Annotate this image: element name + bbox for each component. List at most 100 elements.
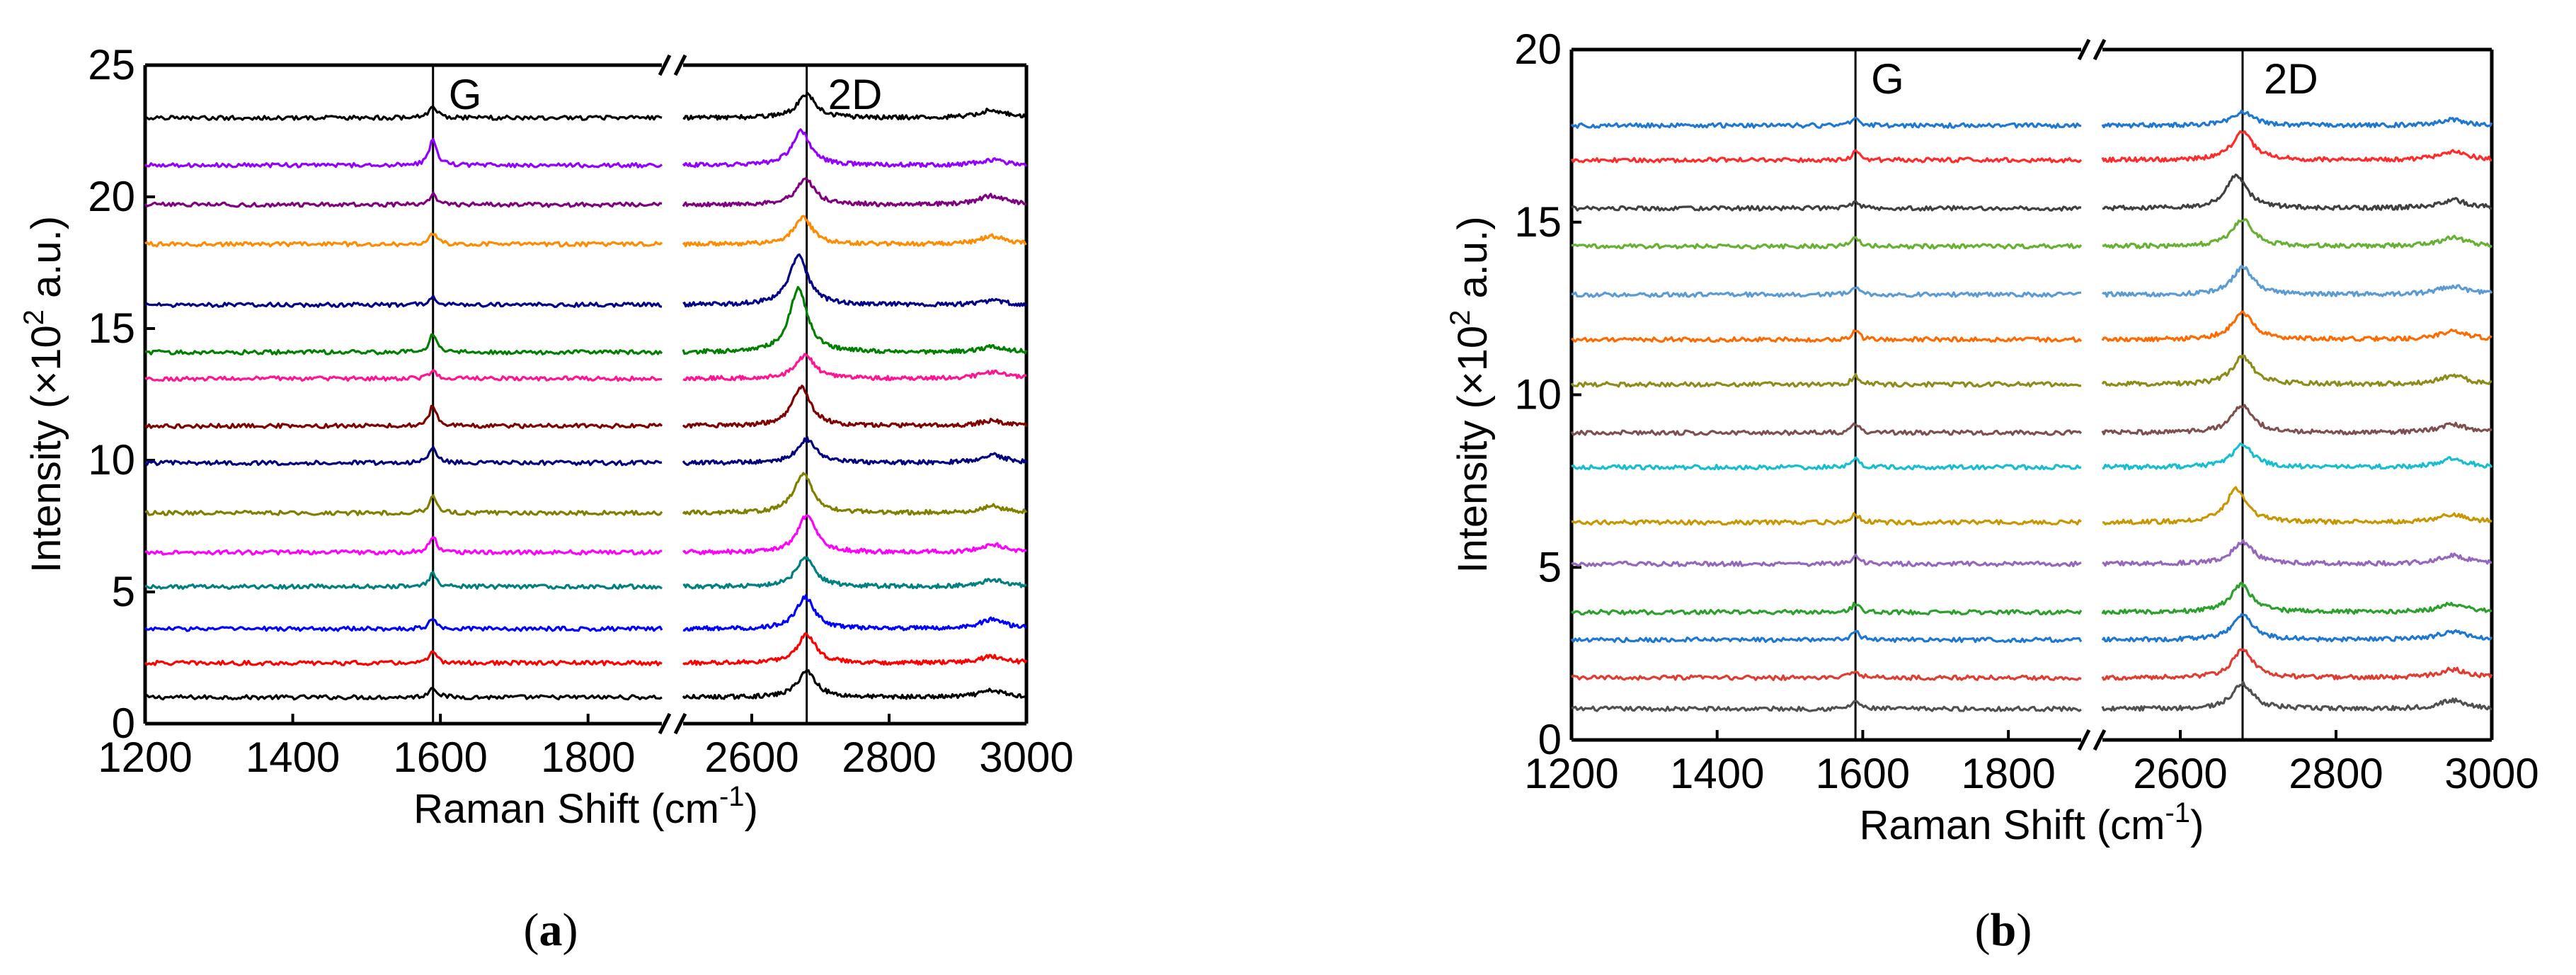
x-tick-label: 1400: [1670, 750, 1764, 797]
x-axis-title-sup: -1: [2165, 797, 2190, 828]
x-axis-title-main: Raman Shift (cm: [1860, 802, 2165, 848]
y-tick-label: 15: [1514, 198, 1562, 246]
axis-break-mark: [673, 54, 687, 76]
series-line-spectrum-1-seg1: [144, 687, 663, 701]
caption-open: (: [1975, 904, 1991, 956]
series-line-spectrum-13-seg1: [1571, 200, 2082, 212]
y-axis-title: Intensity (×102 a.u.): [1445, 216, 1496, 573]
panel-caption: (b): [1975, 904, 2032, 956]
x-axis-title-sup: -1: [719, 781, 745, 812]
series-line-spectrum-1-seg2: [682, 669, 1027, 700]
x-tick-label: 2600: [704, 734, 798, 781]
series-line-spectrum-2-seg1: [1571, 670, 2082, 681]
series-line-spectrum-5-seg1: [144, 536, 663, 556]
axis-break-mark: [2077, 38, 2091, 61]
axis-break-mark: [2093, 729, 2107, 751]
panel-a-chart: 0 5 10 15 20 25 1200 1400 1600 1800 2600 2800 3000 G 2…: [18, 41, 1074, 956]
series-line-spectrum-3-seg1: [144, 618, 663, 632]
x-tick-label: 1600: [1816, 750, 1910, 797]
y-axis-title-sup: 2: [1445, 310, 1476, 326]
x-tick-label: 1600: [393, 734, 487, 781]
series-line-spectrum-10-seg2: [682, 285, 1028, 355]
y-axis-title-main: Intensity (×10: [23, 325, 69, 573]
series-line-spectrum-12-seg2: [682, 215, 1027, 248]
caption-open: (: [524, 904, 539, 956]
series-line-spectrum-5-seg2: [682, 514, 1027, 556]
panel-b-chart: 0 5 10 15 20 1200 1400 1600 1800 2600 2800 3000 G 2D R…: [1445, 25, 2539, 956]
series-line-spectrum-13-seg2: [682, 177, 1027, 207]
series-line-spectrum-12-seg1: [144, 232, 663, 248]
series-line-spectrum-9-seg1: [144, 369, 663, 382]
peak-label-2d: 2D: [828, 71, 883, 118]
caption-letter: a: [539, 904, 563, 956]
series-line-spectrum-14-seg2: [682, 128, 1028, 169]
series-line-spectrum-10-seg1: [144, 333, 663, 355]
x-tick-label: 1400: [246, 734, 340, 781]
y-tick-label: 0: [112, 700, 135, 747]
series-line-spectrum-3-seg2: [682, 593, 1028, 632]
x-tick-label: 1200: [98, 734, 192, 781]
y-tick-label: 20: [88, 173, 135, 220]
axis-break-mark: [2077, 729, 2091, 751]
series-line-spectrum-2-seg1: [144, 650, 663, 666]
x-tick-label: 3000: [979, 734, 1073, 781]
series-line-spectrum-15-seg1: [144, 106, 663, 121]
y-tick-label: 10: [1514, 371, 1562, 418]
series-line-spectrum-10-seg1: [1571, 329, 2083, 343]
series-line-spectrum-11-seg2: [682, 253, 1028, 308]
y-tick-label: 5: [1538, 543, 1562, 591]
x-axis-title-close: ): [745, 786, 758, 832]
series-line-spectrum-8-seg2: [682, 384, 1028, 429]
series-line-spectrum-7-seg1: [1571, 456, 2082, 471]
series-line-spectrum-15-seg1: [1570, 116, 2082, 129]
caption-letter: b: [1991, 904, 2017, 956]
series-line-spectrum-11-seg1: [144, 295, 663, 308]
peak-label-g: G: [449, 71, 482, 118]
series-line-spectrum-13-seg1: [144, 191, 663, 208]
axis-break-mark: [673, 712, 687, 735]
series-line-spectrum-7-seg2: [682, 435, 1028, 467]
peak-label-2d: 2D: [2264, 55, 2318, 103]
y-axis-title-main: Intensity (×10: [1450, 326, 1496, 574]
y-tick-label: 15: [88, 304, 135, 352]
series-line-spectrum-4-seg1: [1570, 601, 2083, 616]
series-line-spectrum-7-seg1: [144, 445, 663, 467]
y-axis-title-sup: 2: [18, 309, 50, 325]
series-line-spectrum-6-seg1: [1571, 512, 2082, 526]
y-axis-title-close: a.u.): [1450, 216, 1496, 309]
series-line-spectrum-4-seg2: [682, 556, 1027, 590]
series-line-spectrum-12-seg2: [2102, 218, 2493, 249]
y-tick-label: 5: [112, 568, 135, 615]
series-line-spectrum-6-seg1: [144, 494, 663, 516]
x-axis-title-close: ): [2190, 802, 2204, 848]
series-line-spectrum-3-seg1: [1570, 629, 2083, 644]
series-line-spectrum-15-seg2: [2101, 109, 2493, 129]
x-tick-label: 2600: [2133, 750, 2227, 797]
series-line-spectrum-6-seg2: [682, 472, 1028, 516]
axis-break-mark: [658, 712, 672, 735]
series-line-spectrum-8-seg1: [144, 404, 663, 430]
series-line-spectrum-5-seg1: [1571, 553, 2082, 568]
y-tick-label: 0: [1538, 716, 1562, 763]
series-line-spectrum-14-seg1: [1570, 149, 2083, 164]
panel-caption: (a): [524, 904, 578, 956]
series-line-spectrum-14-seg1: [144, 138, 663, 169]
y-tick-label: 10: [88, 436, 135, 484]
series-line-spectrum-1-seg2: [2101, 680, 2492, 712]
x-tick-label: 1200: [1524, 750, 1618, 797]
y-axis-title-close: a.u.): [23, 216, 69, 309]
series-line-spectrum-2-seg2: [2101, 648, 2493, 681]
series-line-spectrum-11-seg1: [1571, 286, 2082, 298]
series-line-spectrum-15-seg2: [682, 91, 1028, 121]
series-line-spectrum-1-seg1: [1571, 700, 2082, 712]
series-line-spectrum-12-seg1: [1571, 236, 2083, 250]
axis-break-mark: [2093, 38, 2107, 61]
x-axis-title-main: Raman Shift (cm: [413, 786, 719, 832]
series-line-spectrum-9-seg2: [2101, 354, 2492, 387]
series-line-spectrum-6-seg2: [2102, 486, 2492, 526]
series-line-spectrum-14-seg2: [2101, 130, 2492, 163]
x-tick-label: 2800: [842, 734, 936, 781]
x-tick-label: 3000: [2444, 750, 2538, 797]
y-tick-label: 20: [1514, 25, 1562, 73]
